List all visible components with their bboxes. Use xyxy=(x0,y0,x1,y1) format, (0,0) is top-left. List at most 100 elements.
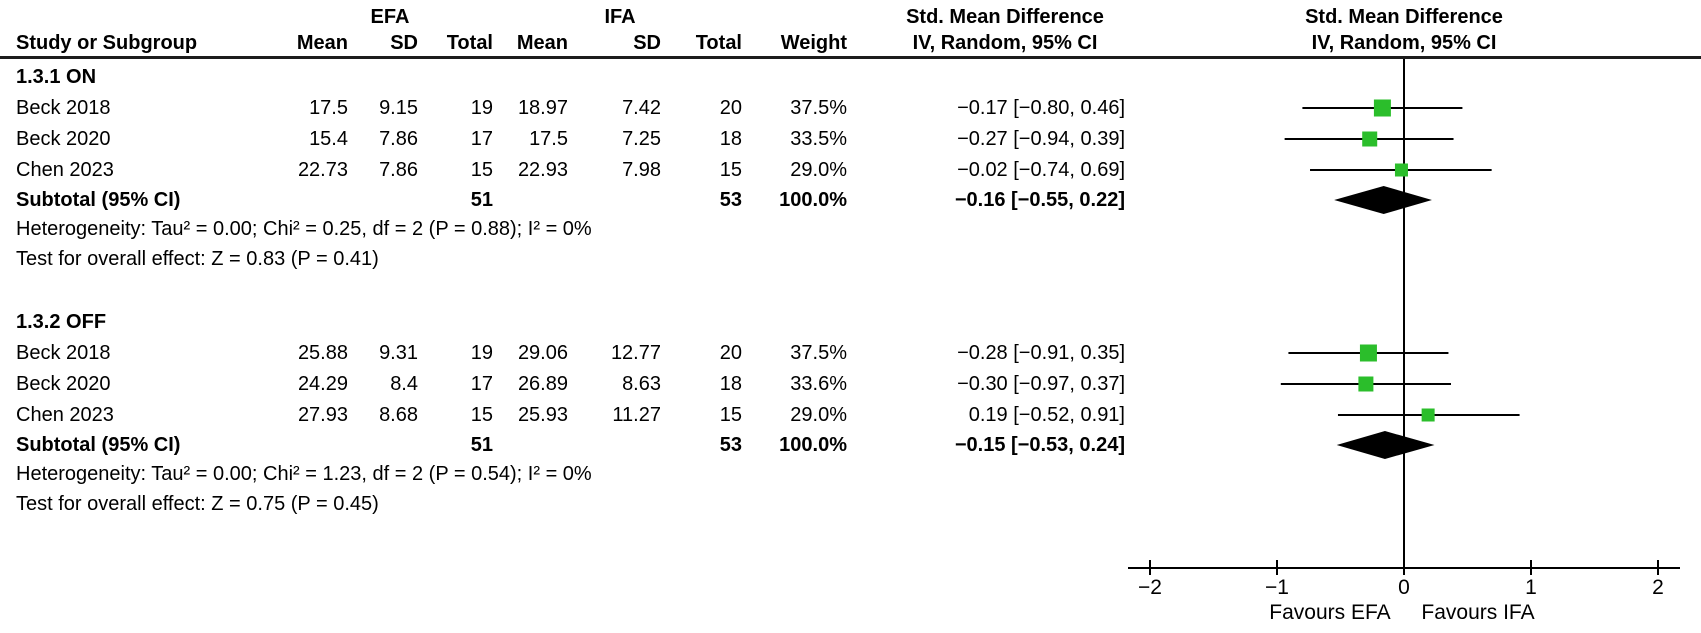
efa-total-header: Total xyxy=(446,32,493,54)
study-name: Beck 2020 xyxy=(16,128,111,150)
smd-plot-subtitle: IV, Random, 95% CI xyxy=(1311,32,1497,54)
weight-column-header: Weight xyxy=(780,32,847,54)
smd-ci-text: −0.27 [−0.94, 0.39] xyxy=(957,128,1125,150)
ifa-total-value: 20 xyxy=(719,342,742,364)
efa-mean-value: 17.5 xyxy=(309,97,348,119)
ifa-sd-value: 11.27 xyxy=(612,404,661,426)
subgroup-label: 1.3.1 ON xyxy=(16,66,97,88)
axis-tick-label: 2 xyxy=(1652,576,1664,599)
efa-mean-value: 15.4 xyxy=(309,128,348,150)
study-point-marker xyxy=(1373,99,1391,117)
efa-sd-value: 8.68 xyxy=(379,404,418,426)
axis-tick-label: 1 xyxy=(1525,576,1537,599)
efa-sd-header: SD xyxy=(390,32,418,54)
weight-value: 33.5% xyxy=(790,128,847,150)
study-name: Chen 2023 xyxy=(16,404,114,426)
efa-sd-value: 9.15 xyxy=(379,97,418,119)
ifa-total-value: 18 xyxy=(719,128,742,150)
axis-tick-label: 0 xyxy=(1398,576,1410,599)
header-divider-rule xyxy=(0,56,1701,59)
heterogeneity-text: Heterogeneity: Tau² = 0.00; Chi² = 0.25,… xyxy=(16,218,592,240)
efa-sd-value: 7.86 xyxy=(379,128,418,150)
smd-ci-text: −0.30 [−0.97, 0.37] xyxy=(957,373,1125,395)
ifa-mean-value: 22.93 xyxy=(517,159,568,181)
ifa-mean-value: 25.93 xyxy=(517,404,568,426)
weight-value: 33.6% xyxy=(790,373,847,395)
ifa-sd-value: 7.98 xyxy=(622,159,661,181)
ifa-mean-value: 17.5 xyxy=(529,128,568,150)
study-point-marker xyxy=(1394,163,1408,177)
subgroup-label: 1.3.2 OFF xyxy=(16,311,107,333)
favours-efa-label: Favours EFA xyxy=(1269,601,1390,624)
efa-mean-value: 24.29 xyxy=(297,373,348,395)
smd-ci-text: −0.28 [−0.91, 0.35] xyxy=(957,342,1125,364)
efa-sd-value: 9.31 xyxy=(379,342,418,364)
axis-tick-label: −2 xyxy=(1138,576,1162,599)
smd-column-title: Std. Mean Difference xyxy=(906,6,1104,28)
subtotal-efa-total: 51 xyxy=(470,189,493,211)
ifa-total-value: 18 xyxy=(719,373,742,395)
efa-mean-value: 25.88 xyxy=(297,342,348,364)
ifa-total-value: 20 xyxy=(719,97,742,119)
study-name: Beck 2018 xyxy=(16,342,111,364)
study-point-marker xyxy=(1362,131,1378,147)
study-name: Beck 2018 xyxy=(16,97,111,119)
ifa-mean-value: 29.06 xyxy=(517,342,568,364)
weight-value: 37.5% xyxy=(790,342,847,364)
subtotal-ifa-total: 53 xyxy=(719,189,742,211)
subtotal-ifa-total: 53 xyxy=(719,434,742,456)
ifa-total-header: Total xyxy=(695,32,742,54)
overall-effect-text: Test for overall effect: Z = 0.75 (P = 0… xyxy=(16,493,379,515)
efa-total-value: 19 xyxy=(470,342,493,364)
efa-mean-header: Mean xyxy=(296,32,348,54)
subtotal-ci-text: −0.15 [−0.53, 0.24] xyxy=(954,434,1125,456)
subtotal-efa-total: 51 xyxy=(470,434,493,456)
overall-effect-text: Test for overall effect: Z = 0.83 (P = 0… xyxy=(16,248,379,270)
study-point-marker xyxy=(1421,408,1435,422)
efa-total-value: 17 xyxy=(470,373,493,395)
ifa-mean-value: 18.97 xyxy=(517,97,568,119)
study-point-marker xyxy=(1358,376,1374,392)
efa-sd-value: 8.4 xyxy=(390,373,418,395)
favours-ifa-label: Favours IFA xyxy=(1421,601,1534,624)
ifa-group-header: IFA xyxy=(604,6,636,28)
study-point-marker xyxy=(1359,344,1377,362)
smd-ci-text: −0.17 [−0.80, 0.46] xyxy=(957,97,1125,119)
subtotal-label: Subtotal (95% CI) xyxy=(16,434,181,456)
efa-total-value: 15 xyxy=(470,159,493,181)
study-name: Beck 2020 xyxy=(16,373,111,395)
ifa-sd-value: 8.63 xyxy=(622,373,661,395)
efa-sd-value: 7.86 xyxy=(379,159,418,181)
ifa-sd-value: 12.77 xyxy=(610,342,661,364)
smd-ci-text: −0.02 [−0.74, 0.69] xyxy=(957,159,1125,181)
weight-value: 37.5% xyxy=(790,97,847,119)
efa-total-value: 19 xyxy=(470,97,493,119)
subtotal-label: Subtotal (95% CI) xyxy=(16,189,181,211)
efa-mean-value: 27.93 xyxy=(297,404,348,426)
smd-column-subtitle: IV, Random, 95% CI xyxy=(912,32,1098,54)
ifa-sd-header: SD xyxy=(633,32,661,54)
efa-total-value: 15 xyxy=(470,404,493,426)
efa-mean-value: 22.73 xyxy=(297,159,348,181)
subtotal-weight: 100.0% xyxy=(779,434,847,456)
ifa-total-value: 15 xyxy=(719,404,742,426)
smd-ci-text: 0.19 [−0.52, 0.91] xyxy=(968,404,1125,426)
study-table-body: 1.3.1 ON Beck 2018 17.5 9.15 19 18.97 7.42 20 37… xyxy=(16,66,1125,515)
ifa-mean-value: 26.89 xyxy=(517,373,568,395)
subtotal-diamond xyxy=(1334,186,1432,214)
efa-total-value: 17 xyxy=(470,128,493,150)
ifa-total-value: 15 xyxy=(719,159,742,181)
ifa-mean-header: Mean xyxy=(516,32,568,54)
efa-group-header: EFA xyxy=(370,6,410,28)
study-name: Chen 2023 xyxy=(16,159,114,181)
axis-tick-label: −1 xyxy=(1265,576,1289,599)
ifa-sd-value: 7.42 xyxy=(622,97,661,119)
smd-plot-title: Std. Mean Difference xyxy=(1305,6,1503,28)
heterogeneity-text: Heterogeneity: Tau² = 0.00; Chi² = 1.23,… xyxy=(16,463,592,485)
subtotal-weight: 100.0% xyxy=(779,189,847,211)
study-column-header: Study or Subgroup xyxy=(16,32,198,54)
weight-value: 29.0% xyxy=(790,404,847,426)
subtotal-diamond xyxy=(1336,431,1435,459)
